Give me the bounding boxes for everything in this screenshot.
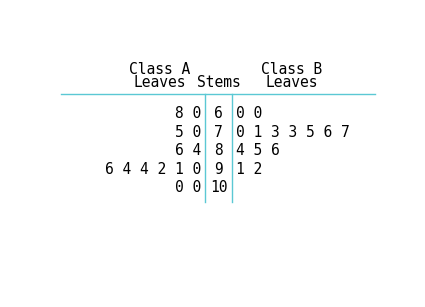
Text: 8 0: 8 0 [175, 106, 201, 121]
Text: Leaves: Leaves [134, 75, 186, 90]
Text: 0 0: 0 0 [175, 180, 201, 195]
Text: Class B: Class B [261, 62, 323, 77]
Text: 1 2: 1 2 [236, 162, 262, 177]
Text: 8: 8 [214, 143, 223, 158]
Text: 5 0: 5 0 [175, 125, 201, 140]
Text: 10: 10 [210, 180, 227, 195]
Text: 0 0: 0 0 [236, 106, 262, 121]
Text: 6 4 4 2 1 0: 6 4 4 2 1 0 [105, 162, 201, 177]
Text: 0 1 3 3 5 6 7: 0 1 3 3 5 6 7 [236, 125, 350, 140]
Text: 4 5 6: 4 5 6 [236, 143, 280, 158]
Text: 7: 7 [214, 125, 223, 140]
Text: Class A: Class A [130, 62, 191, 77]
Text: Stems: Stems [197, 75, 241, 90]
Text: Leaves: Leaves [266, 75, 318, 90]
Text: 6 4: 6 4 [175, 143, 201, 158]
Text: 6: 6 [214, 106, 223, 121]
Text: 9: 9 [214, 162, 223, 177]
